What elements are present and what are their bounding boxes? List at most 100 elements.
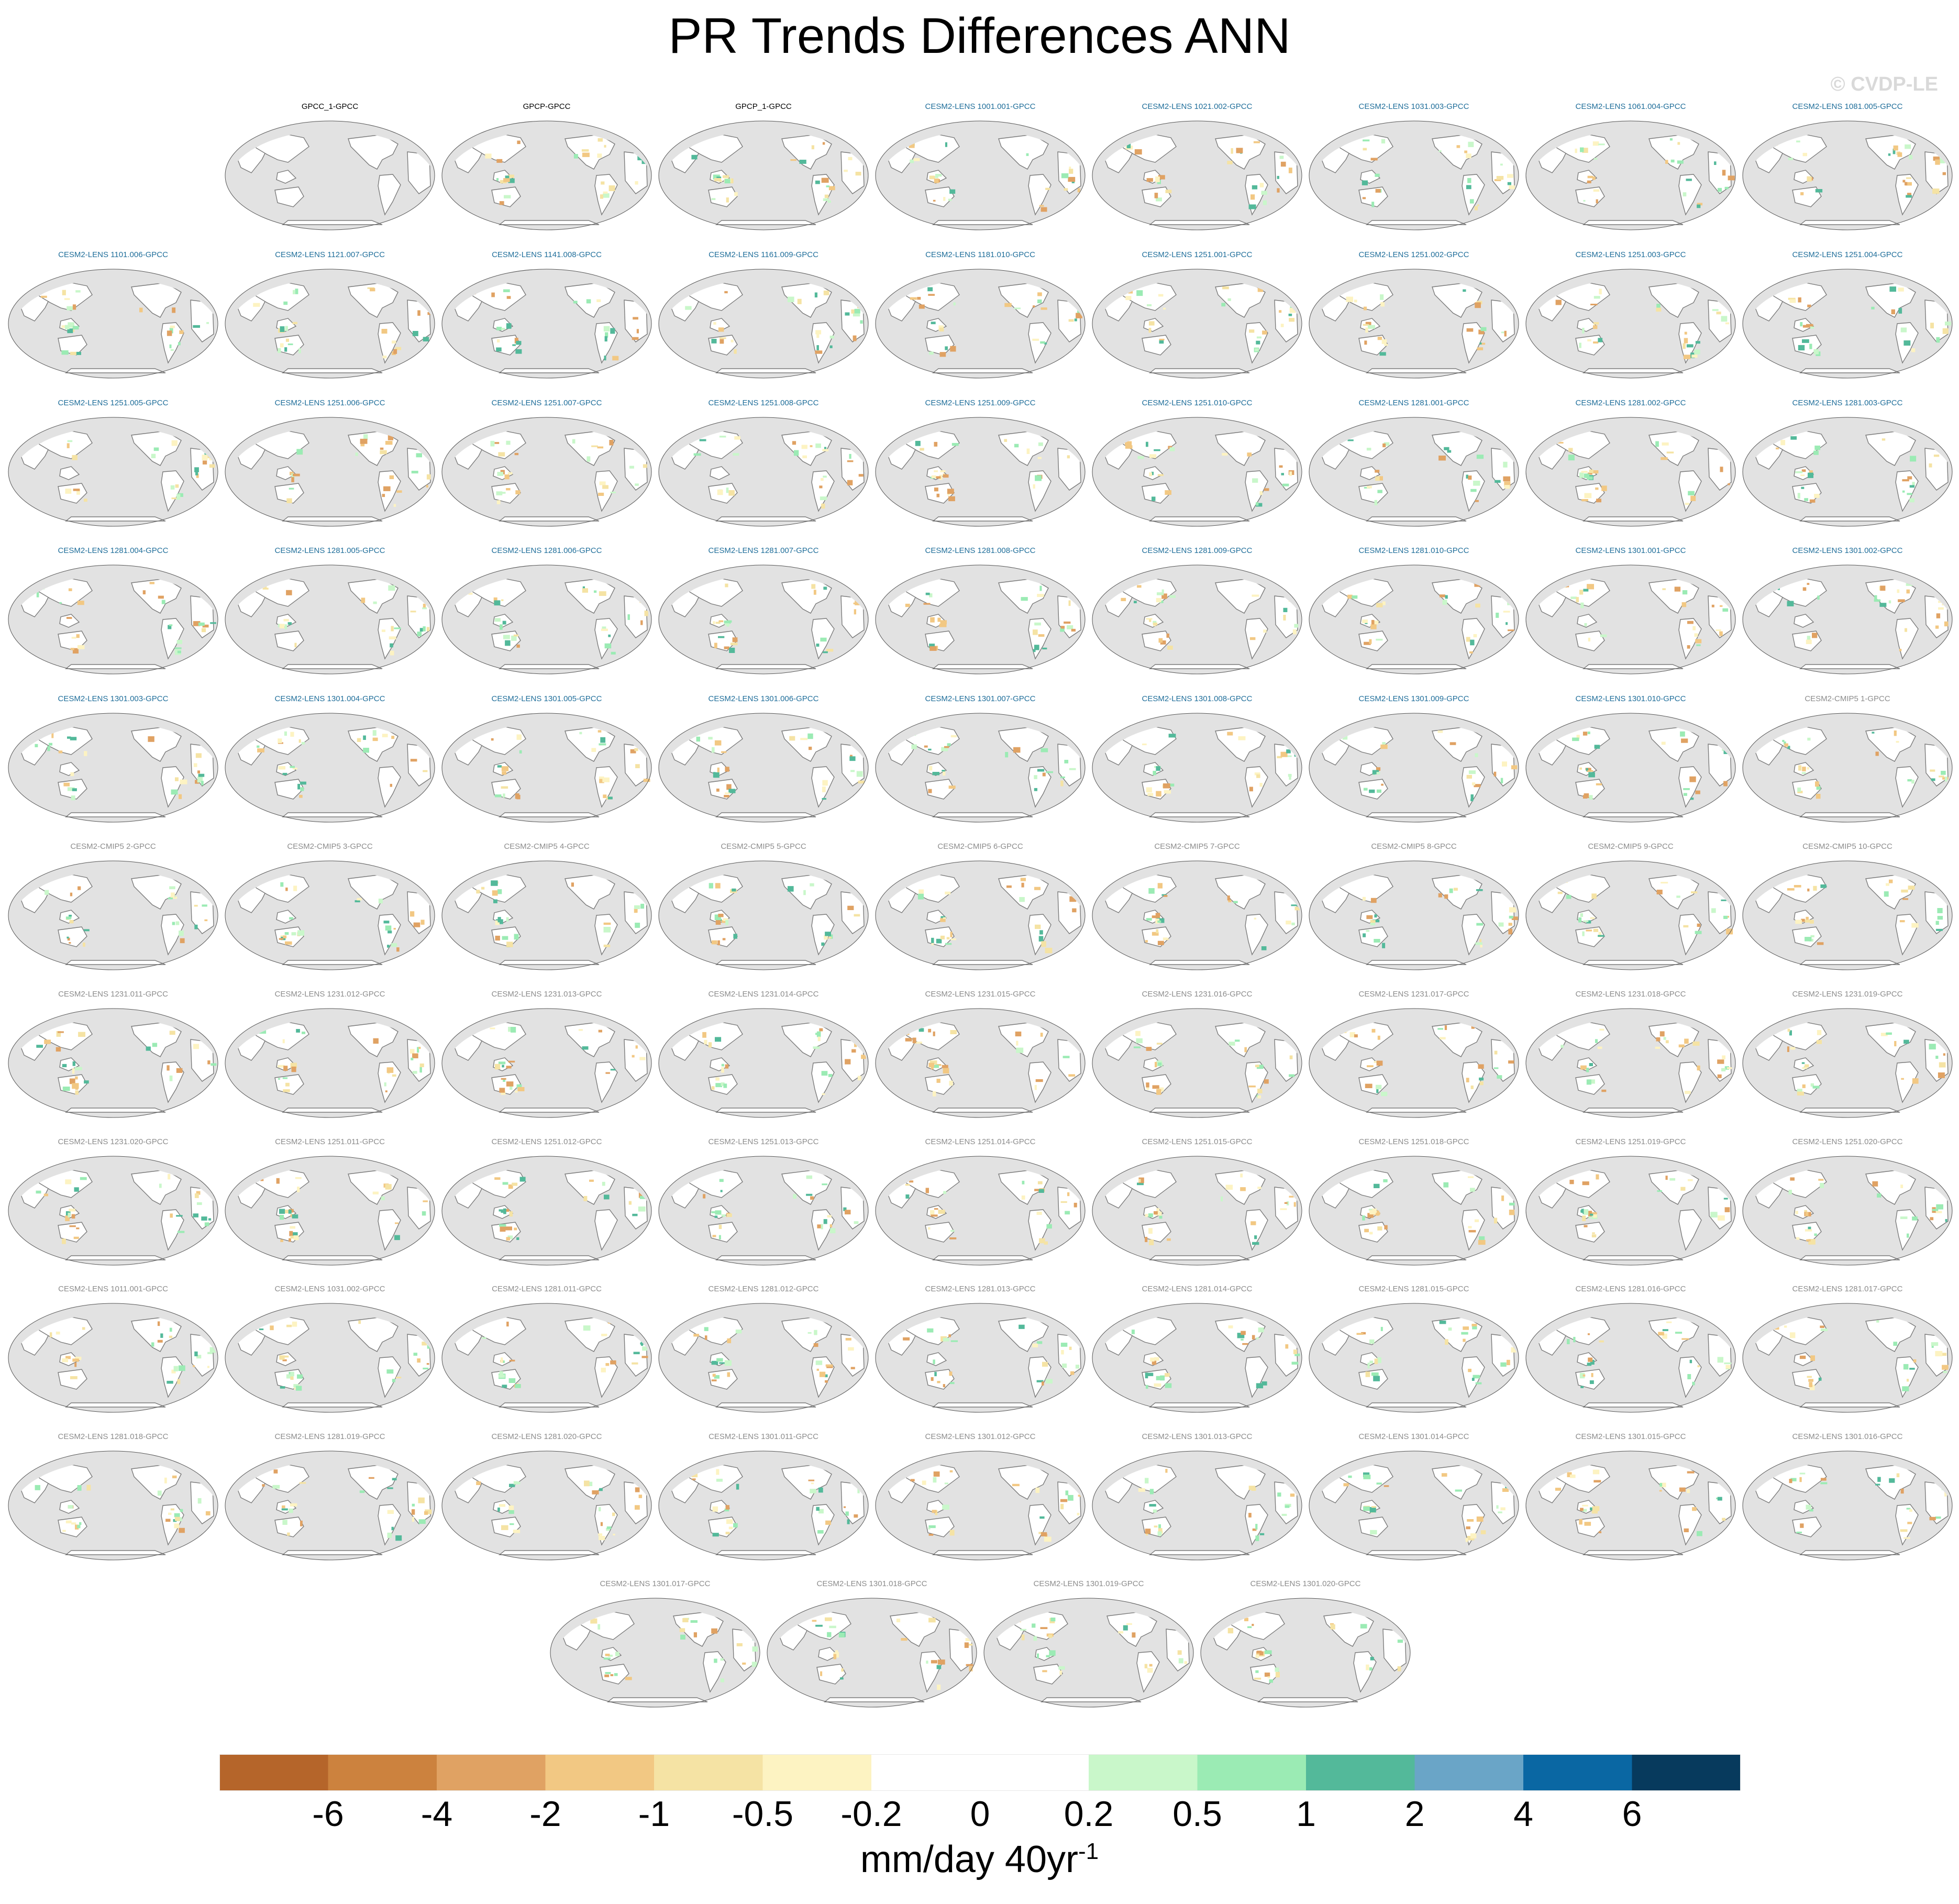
continent-outline bbox=[491, 1074, 521, 1095]
continent-outline bbox=[1582, 1108, 1684, 1113]
precip-trend-cell bbox=[814, 1330, 817, 1335]
continent-outline bbox=[1366, 1402, 1467, 1408]
precip-trend-cell bbox=[1820, 1478, 1827, 1481]
precip-trend-cell bbox=[1374, 621, 1379, 625]
precip-trend-cell bbox=[1155, 176, 1160, 182]
map-panel-label: CESM2-LENS 1101.006-GPCC bbox=[58, 250, 168, 259]
precip-trend-cell bbox=[608, 634, 611, 637]
precip-trend-cell bbox=[1067, 625, 1073, 629]
precip-trend-cell bbox=[1060, 780, 1064, 787]
precip-trend-cell bbox=[388, 931, 392, 934]
precip-trend-cell bbox=[1810, 935, 1814, 937]
precip-trend-cell bbox=[157, 1490, 162, 1496]
ocean-mask bbox=[225, 1303, 435, 1412]
precip-trend-cell bbox=[604, 336, 607, 342]
map-panel: CESM2-LENS 1251.002-GPCC bbox=[1307, 250, 1521, 388]
precip-trend-cell bbox=[1897, 589, 1900, 593]
continent-outline bbox=[1358, 1516, 1388, 1537]
precip-trend-cell bbox=[711, 1628, 717, 1634]
precip-trend-cell bbox=[195, 780, 200, 784]
precip-trend-cell bbox=[64, 298, 70, 300]
map-panel-label: CESM2-LENS 1301.002-GPCC bbox=[1792, 546, 1903, 555]
continent-outline bbox=[491, 1222, 521, 1243]
precip-trend-cell bbox=[829, 1224, 833, 1227]
precip-trend-cell bbox=[1381, 1091, 1388, 1097]
precip-trend-cell bbox=[382, 356, 387, 359]
precip-trend-cell bbox=[1036, 1380, 1044, 1382]
precip-trend-cell bbox=[1382, 943, 1386, 948]
precip-trend-cell bbox=[1152, 1085, 1159, 1089]
continent-outline bbox=[1678, 1061, 1702, 1103]
precip-trend-cell bbox=[1802, 152, 1807, 157]
precip-trend-cell bbox=[1807, 176, 1812, 182]
precip-trend-cell bbox=[196, 1191, 201, 1195]
map-panel: CESM2-LENS 1121.007-GPCC bbox=[223, 250, 437, 388]
precip-trend-cell bbox=[1683, 925, 1689, 928]
precip-trend-cell bbox=[1670, 159, 1675, 163]
map-panel: CESM2-LENS 1301.018-GPCC bbox=[765, 1579, 979, 1717]
precip-trend-cell bbox=[829, 335, 835, 339]
precip-trend-cell bbox=[65, 916, 72, 919]
continent-outline bbox=[59, 466, 80, 480]
precip-trend-cell bbox=[172, 922, 175, 925]
continent-outline bbox=[274, 1516, 304, 1537]
continent-outline bbox=[274, 483, 304, 504]
ocean-mask bbox=[8, 861, 218, 970]
precip-trend-cell bbox=[827, 200, 831, 203]
precip-trend-cell bbox=[1367, 1213, 1374, 1218]
precip-trend-cell bbox=[1221, 303, 1226, 307]
precip-trend-cell bbox=[151, 1342, 154, 1347]
continent-outline bbox=[926, 762, 947, 776]
precip-trend-cell bbox=[1900, 1488, 1904, 1494]
precip-trend-cell bbox=[822, 787, 826, 792]
map-panel-label: CESM2-LENS 1281.003-GPCC bbox=[1792, 398, 1903, 407]
precip-trend-cell bbox=[910, 159, 914, 163]
precip-trend-cell bbox=[1475, 302, 1481, 308]
precip-trend-cell bbox=[603, 794, 607, 798]
precip-trend-cell bbox=[1227, 298, 1231, 301]
precip-trend-cell bbox=[1801, 1062, 1805, 1064]
precip-trend-cell bbox=[1165, 1383, 1172, 1388]
precip-trend-cell bbox=[821, 178, 829, 183]
precip-trend-cell bbox=[69, 1209, 75, 1212]
precip-trend-cell bbox=[1504, 485, 1510, 489]
ocean-mask bbox=[1092, 1303, 1302, 1412]
precip-trend-cell bbox=[390, 643, 393, 648]
precip-trend-cell bbox=[810, 1196, 814, 1200]
precip-trend-cell bbox=[1886, 883, 1889, 886]
map-panel-label: CESM2-LENS 1281.009-GPCC bbox=[1142, 546, 1253, 555]
precip-trend-cell bbox=[1289, 1055, 1293, 1059]
precip-trend-cell bbox=[396, 490, 402, 493]
map-panel: CESM2-LENS 1281.018-GPCC bbox=[6, 1432, 220, 1569]
world-map bbox=[1092, 417, 1302, 527]
precip-trend-cell bbox=[1374, 914, 1377, 918]
precip-trend-cell bbox=[193, 1044, 200, 1049]
precip-trend-cell bbox=[1289, 471, 1292, 476]
precip-trend-cell bbox=[1477, 347, 1484, 350]
precip-trend-cell bbox=[1805, 937, 1812, 942]
precip-trend-cell bbox=[1894, 1041, 1897, 1047]
precip-trend-cell bbox=[388, 1072, 390, 1075]
ocean-mask bbox=[8, 269, 218, 378]
precip-trend-cell bbox=[793, 1194, 796, 1199]
precip-trend-cell bbox=[1473, 1375, 1480, 1379]
precip-trend-cell bbox=[499, 1371, 503, 1377]
world-map bbox=[983, 1598, 1194, 1708]
precip-trend-cell bbox=[282, 1359, 287, 1361]
precip-trend-cell bbox=[1716, 312, 1721, 315]
precip-trend-cell bbox=[1810, 1355, 1815, 1361]
precip-trend-cell bbox=[638, 1192, 643, 1198]
precip-trend-cell bbox=[925, 1188, 929, 1193]
precip-trend-cell bbox=[262, 1484, 265, 1487]
precip-trend-cell bbox=[941, 747, 948, 751]
world-map bbox=[658, 564, 869, 674]
precip-trend-cell bbox=[1912, 482, 1915, 486]
precip-trend-cell bbox=[297, 783, 301, 790]
precip-trend-cell bbox=[73, 489, 80, 491]
precip-trend-cell bbox=[509, 1359, 515, 1361]
precip-trend-cell bbox=[1062, 1056, 1070, 1058]
precip-trend-cell bbox=[1041, 748, 1048, 752]
map-panel: CESM2-LENS 1251.001-GPCC bbox=[1090, 250, 1304, 388]
map-panel-label: CESM2-LENS 1281.014-GPCC bbox=[1142, 1285, 1253, 1293]
precip-trend-cell bbox=[1384, 442, 1390, 446]
